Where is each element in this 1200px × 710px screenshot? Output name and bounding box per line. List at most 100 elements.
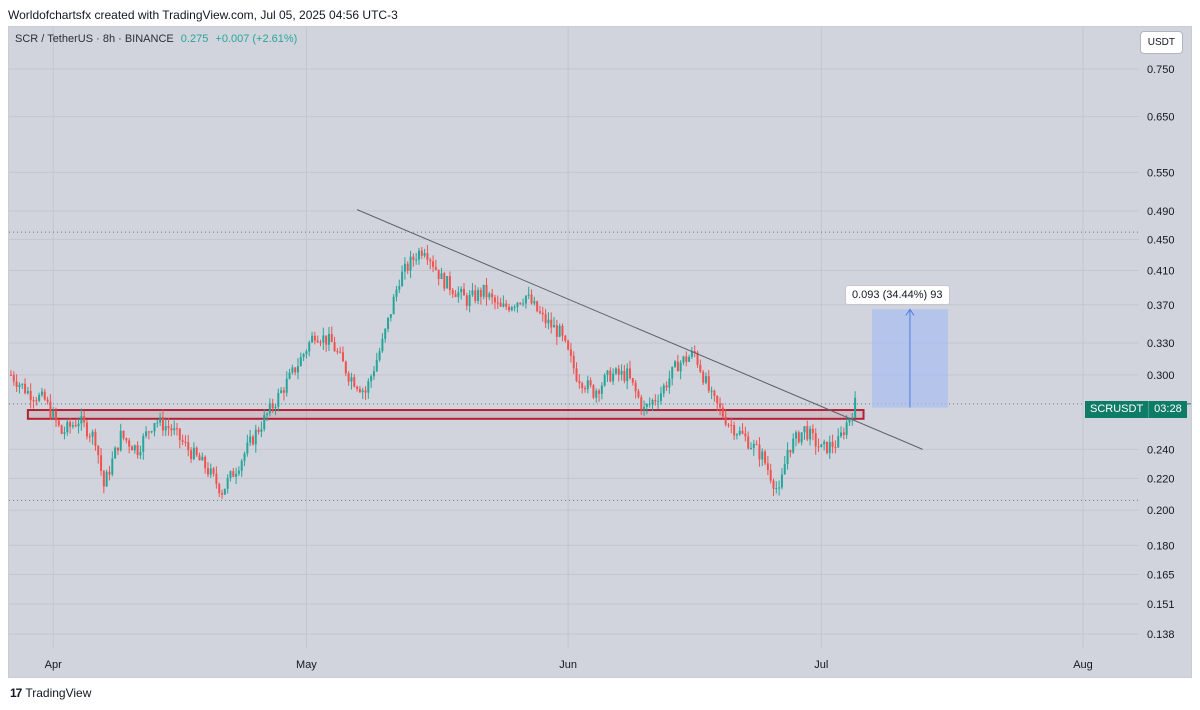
candle-body bbox=[384, 328, 387, 339]
candle-body bbox=[195, 447, 198, 456]
candle-body bbox=[71, 425, 74, 427]
candle-body bbox=[336, 351, 339, 353]
candle-body bbox=[572, 355, 575, 369]
currency-button[interactable]: USDT bbox=[1139, 31, 1183, 54]
candle-body bbox=[150, 431, 153, 433]
candle-body bbox=[308, 342, 311, 352]
x-tick-label: Apr bbox=[45, 659, 62, 671]
candle-body bbox=[122, 430, 125, 439]
candle-body bbox=[797, 432, 800, 443]
candle-body bbox=[178, 428, 181, 441]
candle-body bbox=[198, 455, 201, 461]
candle-body bbox=[181, 440, 184, 442]
candle-body bbox=[676, 361, 679, 372]
candle-body bbox=[381, 338, 384, 352]
candle-body bbox=[704, 376, 707, 383]
candle-body bbox=[575, 368, 578, 381]
candle-body bbox=[167, 426, 170, 429]
descending-trendline bbox=[356, 209, 923, 450]
candle-body bbox=[690, 351, 693, 358]
candle-body bbox=[249, 436, 252, 443]
candle-body bbox=[218, 483, 221, 494]
candle-body bbox=[322, 335, 325, 343]
candle-body bbox=[510, 307, 513, 311]
candle-body bbox=[806, 426, 809, 440]
price-chart[interactable]: 0.750 0.650 0.550 0.490 0.450 0.410 0.370 0.330… bbox=[9, 27, 1192, 678]
candle-body bbox=[474, 290, 477, 301]
y-tick-label: 0.750 bbox=[1147, 64, 1175, 76]
candle-body bbox=[147, 431, 150, 433]
candle-body bbox=[260, 429, 263, 432]
candle-body bbox=[417, 250, 420, 260]
candle-body bbox=[606, 370, 609, 375]
candle-body bbox=[105, 471, 108, 487]
candle-body bbox=[659, 393, 662, 402]
candle-body bbox=[527, 294, 530, 296]
candle-body bbox=[429, 259, 432, 262]
candle-body bbox=[40, 391, 43, 395]
candle-body bbox=[780, 474, 783, 488]
candle-body bbox=[403, 263, 406, 272]
candle-body bbox=[814, 433, 817, 447]
candle-body bbox=[803, 426, 806, 433]
attribution-text: Worldofchartsfx created with TradingView… bbox=[8, 8, 398, 22]
candle-body bbox=[94, 431, 97, 446]
candle-body bbox=[671, 366, 674, 379]
candle-body bbox=[85, 422, 88, 437]
candle-body bbox=[637, 391, 640, 398]
candle-body bbox=[302, 354, 305, 358]
candle-body bbox=[235, 473, 238, 477]
candle-body bbox=[66, 421, 69, 433]
candle-body bbox=[761, 451, 764, 460]
candle-body bbox=[401, 271, 404, 287]
candle-body bbox=[412, 256, 415, 260]
candle-body bbox=[465, 295, 468, 306]
candle-body bbox=[319, 342, 322, 344]
candle-body bbox=[232, 471, 235, 477]
y-tick-label: 0.550 bbox=[1147, 167, 1175, 179]
footer: 17 TradingView bbox=[10, 686, 91, 700]
candle-body bbox=[372, 371, 375, 377]
candle-body bbox=[406, 263, 409, 271]
candle-body bbox=[569, 349, 572, 356]
candle-body bbox=[578, 380, 581, 384]
candle-body bbox=[460, 288, 463, 293]
candle-body bbox=[581, 383, 584, 389]
candle-body bbox=[471, 290, 474, 295]
candle-body bbox=[685, 356, 688, 362]
candle-body bbox=[299, 357, 302, 367]
candle-body bbox=[164, 426, 167, 431]
candle-body bbox=[187, 442, 190, 451]
candle-body bbox=[626, 368, 629, 381]
candle-body bbox=[493, 297, 496, 303]
candle-body bbox=[488, 293, 491, 298]
candle-body bbox=[316, 340, 319, 343]
candle-body bbox=[837, 436, 840, 448]
candle-body bbox=[629, 368, 632, 379]
candle-body bbox=[26, 391, 29, 394]
last-price-tag: SCRUSDT 03:28 bbox=[1085, 401, 1187, 418]
candle-body bbox=[209, 468, 212, 475]
candle-body bbox=[462, 288, 465, 296]
candle-body bbox=[173, 428, 176, 431]
y-tick-label: 0.370 bbox=[1147, 300, 1175, 312]
candle-body bbox=[204, 456, 207, 469]
candle-body bbox=[57, 420, 60, 426]
candle-body bbox=[741, 430, 744, 434]
candle-body bbox=[513, 306, 516, 308]
candle-body bbox=[651, 399, 654, 404]
y-tick-label: 0.650 bbox=[1147, 112, 1175, 124]
y-tick-label: 0.200 bbox=[1147, 505, 1175, 517]
candle-body bbox=[648, 403, 651, 405]
candle-body bbox=[688, 357, 691, 362]
candle-body bbox=[451, 290, 454, 295]
candle-body bbox=[749, 448, 752, 450]
candle-body bbox=[409, 256, 412, 271]
chart-frame[interactable]: 0.750 0.650 0.550 0.490 0.450 0.410 0.370 0.330… bbox=[8, 26, 1192, 678]
candle-body bbox=[809, 428, 812, 440]
candle-body bbox=[454, 294, 457, 297]
candle-body bbox=[485, 284, 488, 298]
tradingview-logo-icon: 17 bbox=[10, 686, 22, 700]
x-tick-label: Jun bbox=[559, 659, 577, 671]
candle-body bbox=[52, 410, 55, 418]
